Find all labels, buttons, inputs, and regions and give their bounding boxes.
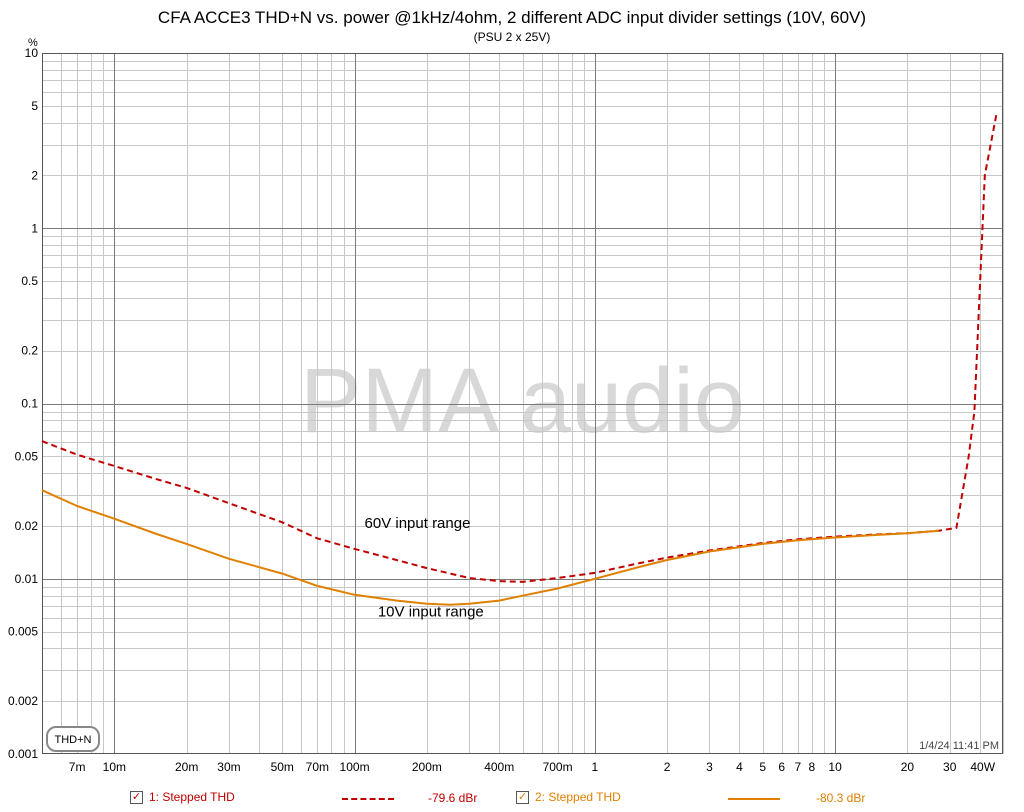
x-tick-label: 100m xyxy=(340,760,370,774)
plot-frame xyxy=(42,53,1003,754)
y-tick-label: 0.002 xyxy=(8,694,38,708)
chart-badge-frame xyxy=(46,726,100,752)
series-line-1 xyxy=(41,113,998,583)
x-tick-label: 6 xyxy=(778,760,785,774)
y-tick-label: 0.05 xyxy=(15,449,39,463)
y-tick-label: 0.2 xyxy=(21,344,38,358)
legend-checkbox-2[interactable]: ✓ xyxy=(516,790,529,804)
legend-line-sample-1 xyxy=(342,798,394,800)
y-tick-label: 0.005 xyxy=(8,625,38,639)
x-tick-label: 20 xyxy=(901,760,915,774)
x-tick-label: 2 xyxy=(664,760,671,774)
x-tick-label: 400m xyxy=(484,760,514,774)
x-tick-label: 3 xyxy=(706,760,713,774)
x-tick-label: 8 xyxy=(808,760,815,774)
chart-badge[interactable]: THD+N xyxy=(46,726,100,752)
x-tick-label: 200m xyxy=(412,760,442,774)
y-tick-label: 2 xyxy=(31,168,38,182)
legend-checkbox-1[interactable]: ✓ xyxy=(130,790,143,804)
thd-plot: PMA audio 10 5 2 1 0.5 0.2 0.1 0.05 0.02 0.01 0.005… xyxy=(8,37,1004,774)
legend-value-1: -79.6 dBr xyxy=(428,791,478,805)
x-tick-label: 5 xyxy=(759,760,766,774)
x-tick-label: 40W xyxy=(970,760,995,774)
x-tick-label: 20m xyxy=(175,760,198,774)
legend: ✓ 1: Stepped THD -79.6 dBr ✓ 2: Stepped … xyxy=(0,788,1024,808)
y-tick-label: 10 xyxy=(25,46,39,60)
x-tick-label: 50m xyxy=(271,760,294,774)
legend-item-1[interactable]: ✓ 1: Stepped THD xyxy=(130,790,235,804)
legend-series-name-2: 2: Stepped THD xyxy=(535,790,621,804)
x-tick-label: 4 xyxy=(736,760,743,774)
annotation-2: 10V input range xyxy=(378,603,484,620)
y-tick-label: 0.02 xyxy=(15,519,39,533)
y-tick-label: 1 xyxy=(31,221,38,235)
y-tick-label: 5 xyxy=(31,99,38,113)
x-tick-label: 30 xyxy=(943,760,957,774)
x-tick-label: 70m xyxy=(306,760,329,774)
watermark: PMA audio xyxy=(300,350,745,452)
x-tick-label: 7 xyxy=(795,760,802,774)
x-tick-label: 7m xyxy=(69,760,86,774)
series-line-2 xyxy=(41,489,939,606)
y-tick-label: 0.5 xyxy=(21,274,38,288)
chart-subtitle: (PSU 2 x 25V) xyxy=(473,30,551,44)
legend-line-sample-2 xyxy=(728,798,780,800)
chart-badge-label: THD+N xyxy=(55,734,92,746)
x-tick-label: 10 xyxy=(828,760,842,774)
major-grid xyxy=(42,53,1003,754)
y-tick-label: 0.1 xyxy=(21,397,38,411)
x-tick-label: 10m xyxy=(103,760,126,774)
x-tick-labels: 7m 10m 20m 30m 50m 70m 100m 200m 400m 700m 1 2 3 4 5 6 7… xyxy=(69,760,996,774)
annotation-1: 60V input range xyxy=(365,515,471,532)
legend-series-name-1: 1: Stepped THD xyxy=(149,790,235,804)
chart-title: CFA ACCE3 THD+N vs. power @1kHz/4ohm, 2 … xyxy=(157,8,867,27)
legend-item-2[interactable]: ✓ 2: Stepped THD xyxy=(516,790,621,804)
y-tick-label: 0.01 xyxy=(15,572,39,586)
y-tick-labels: 10 5 2 1 0.5 0.2 0.1 0.05 0.02 0.01 0.005 0.002 0.00… xyxy=(8,46,38,761)
y-unit-label: % xyxy=(28,37,38,49)
y-tick-label: 0.001 xyxy=(8,747,38,761)
timestamp: 1/4/24 11:41 PM xyxy=(919,740,999,752)
legend-value-2: -80.3 dBr xyxy=(816,791,866,805)
x-tick-label: 700m xyxy=(543,760,573,774)
x-tick-label: 1 xyxy=(591,760,598,774)
x-tick-label: 30m xyxy=(217,760,240,774)
